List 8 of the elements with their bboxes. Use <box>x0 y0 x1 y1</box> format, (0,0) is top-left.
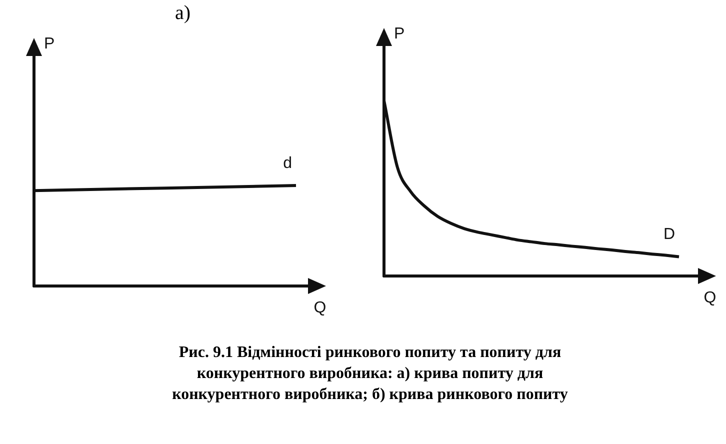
series-label: D <box>663 226 675 244</box>
y-axis-title: P <box>394 25 405 42</box>
series-label: d <box>283 154 292 172</box>
x-axis-title: Q <box>704 289 716 306</box>
text: Рис. 9.1 Відмінності ринкового попиту та попиту для конкурентного виробника: а) крива попиту для конкурентного виробника; б) крива ринкового попиту <box>171 343 569 405</box>
x-axis-title: Q <box>314 299 326 316</box>
y-axis-title: P <box>44 35 55 52</box>
chart-title: а) <box>175 2 191 25</box>
